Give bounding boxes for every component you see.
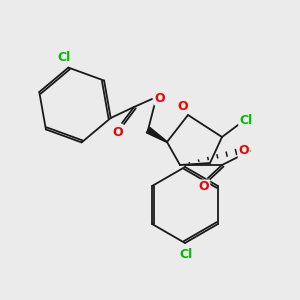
Text: O: O [113, 125, 123, 139]
Text: Cl: Cl [58, 51, 71, 64]
Text: Cl: Cl [179, 248, 193, 260]
Text: Cl: Cl [239, 113, 253, 127]
Polygon shape [146, 127, 167, 142]
Text: O: O [178, 100, 188, 112]
Text: O: O [239, 145, 249, 158]
Text: O: O [199, 181, 209, 194]
Text: O: O [155, 92, 165, 104]
